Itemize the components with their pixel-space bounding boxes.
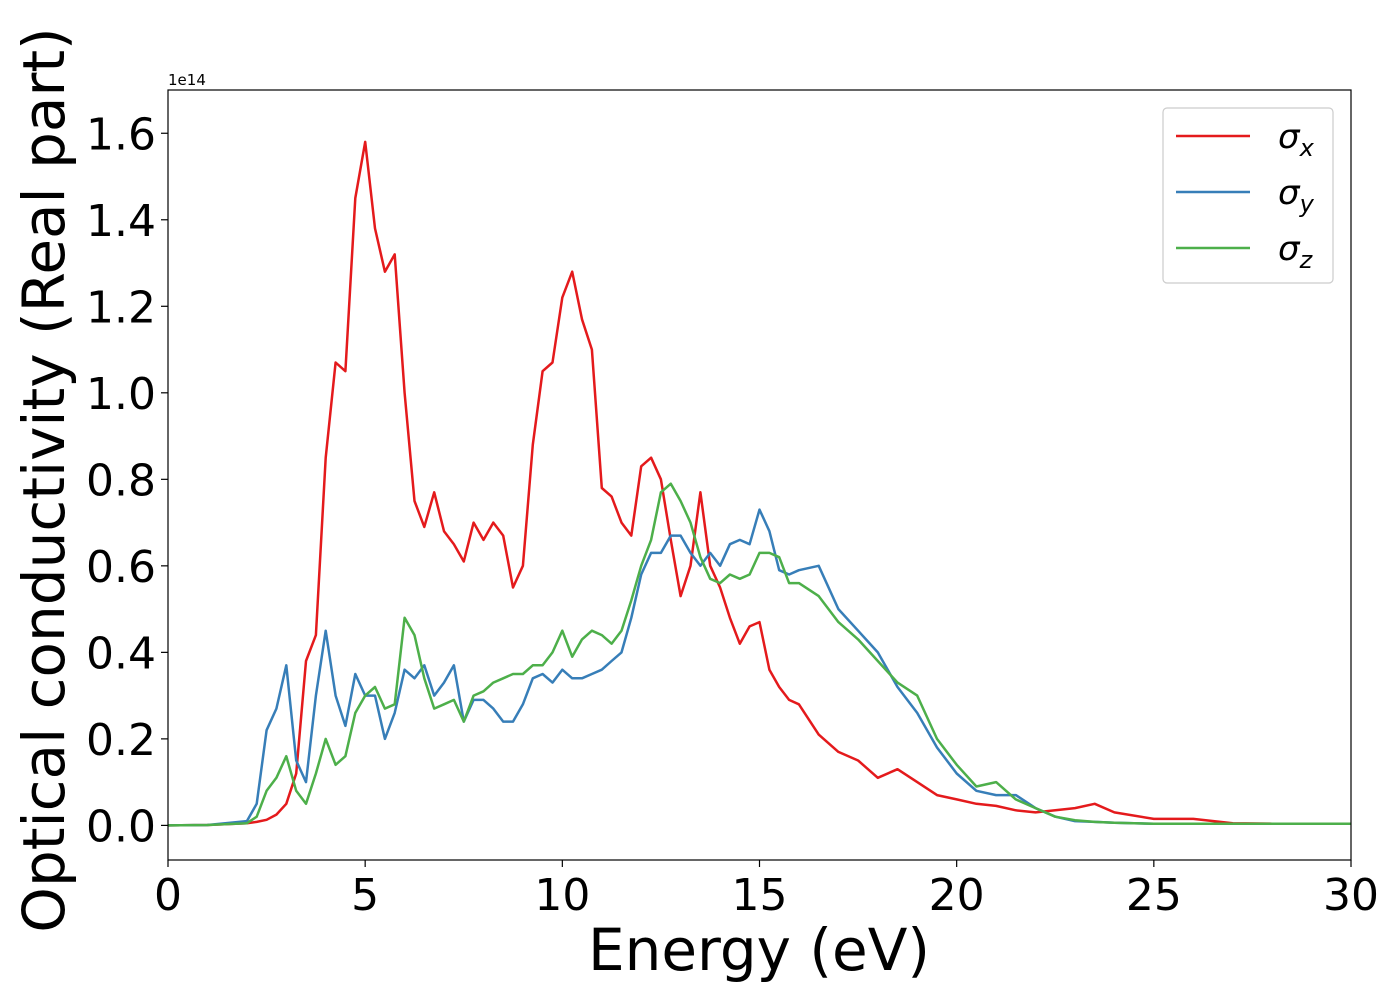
y-tick-label: 0.0 <box>86 801 156 852</box>
x-axis-label: Energy (eV) <box>588 916 930 984</box>
x-tick-label: 5 <box>351 870 379 921</box>
y-tick-label: 1.0 <box>86 369 156 420</box>
x-tick-label: 15 <box>732 870 788 921</box>
x-tick-label: 10 <box>534 870 590 921</box>
series-line <box>167 508 1351 827</box>
x-tick-label: 0 <box>154 870 182 921</box>
y-tick-label: 1.6 <box>86 109 156 160</box>
legend-box <box>1162 107 1334 284</box>
x-tick-label: 25 <box>1126 870 1182 921</box>
x-tick-label: 30 <box>1323 870 1379 921</box>
legend-label: σx <box>1278 117 1315 162</box>
y-tick-label: 0.4 <box>86 628 156 679</box>
series-line <box>167 482 1351 827</box>
offset-label: 1e14 <box>168 71 206 89</box>
y-tick-label: 0.8 <box>86 455 156 506</box>
legend-label: σy <box>1278 173 1315 218</box>
legend-label: σz <box>1278 229 1314 274</box>
y-tick-label: 0.2 <box>86 715 156 766</box>
y-tick-label: 0.6 <box>86 542 156 593</box>
y-tick-label: 1.2 <box>86 282 156 333</box>
x-tick-label: 20 <box>929 870 985 921</box>
y-tick-label: 1.4 <box>86 196 156 247</box>
series-line <box>167 140 1351 827</box>
y-axis-label: Optical conductivity (Real part) <box>10 27 78 932</box>
